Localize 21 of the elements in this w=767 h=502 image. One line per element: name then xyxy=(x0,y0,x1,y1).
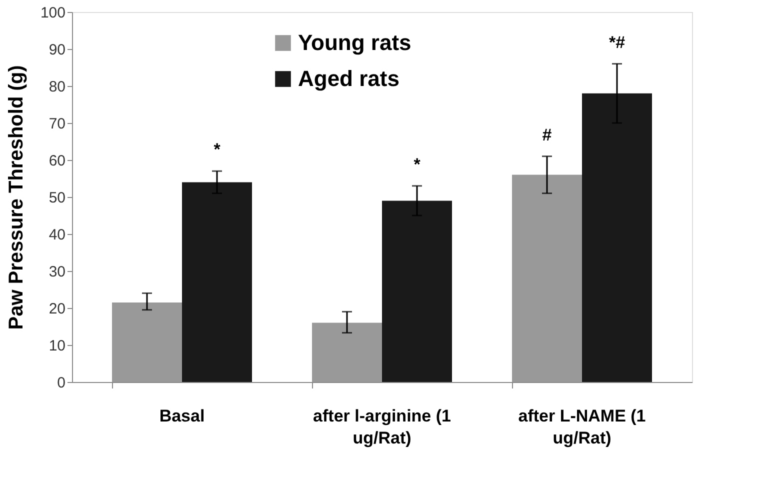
y-tick-label: 30 xyxy=(48,264,66,280)
y-tick-label: 20 xyxy=(48,300,66,318)
legend-label: Aged rats xyxy=(298,66,400,91)
y-tick-label: 40 xyxy=(48,226,66,244)
x-tick-label: Basal xyxy=(159,406,205,426)
annotation: * xyxy=(214,140,221,160)
x-tick-label: after l-arginine (1 ug/Rat) xyxy=(313,406,451,448)
annotation: # xyxy=(542,125,552,144)
y-tick-label: 10 xyxy=(48,338,66,354)
legend-label: Young rats xyxy=(298,30,412,55)
x-tick-label: after L-NAME (1 ug/Rat) xyxy=(518,406,646,448)
y-tick-label: 80 xyxy=(48,78,66,96)
y-tick-label: 0 xyxy=(57,374,66,392)
y-tick-label: 100 xyxy=(40,4,66,22)
y-tick-label: 50 xyxy=(48,190,66,206)
y-tick-label: 70 xyxy=(48,116,66,132)
y-tick-label: 90 xyxy=(48,42,66,58)
annotation: *# xyxy=(608,32,626,52)
y-axis-title: Paw Pressure Threshold (g) xyxy=(5,65,28,330)
y-tick-label: 60 xyxy=(48,152,66,170)
annotation: * xyxy=(414,154,421,174)
